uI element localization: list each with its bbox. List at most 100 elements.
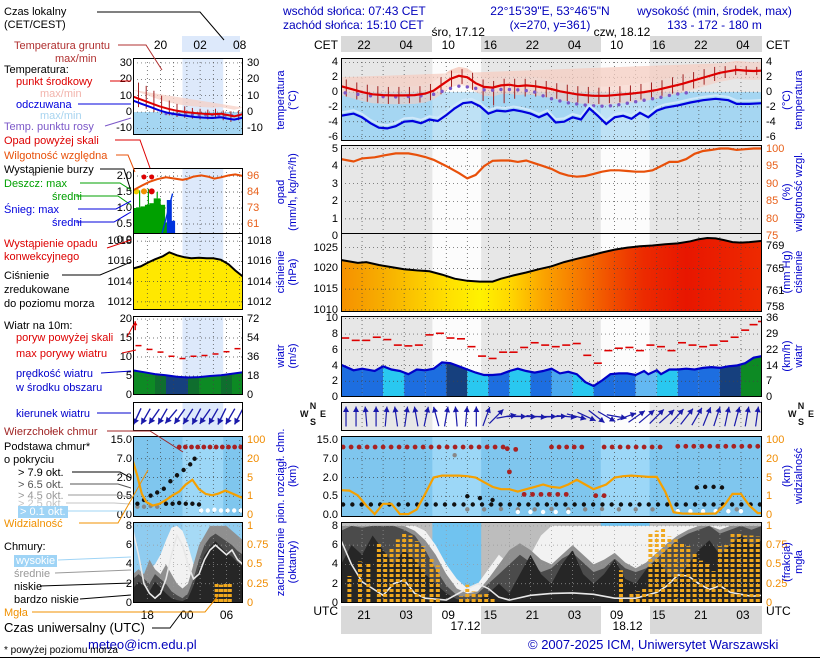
top-axis-night-band bbox=[649, 36, 762, 52]
utc-tick: 09 bbox=[609, 608, 624, 622]
axis-tick: 0 bbox=[766, 391, 773, 403]
mini-cet-tick: 08 bbox=[233, 38, 247, 52]
axis-tick: 2 bbox=[125, 577, 132, 590]
axis-tick: 0 bbox=[247, 597, 254, 609]
axis-tick: 15.0 bbox=[110, 434, 132, 446]
legend-mg-a: Mgła bbox=[4, 607, 28, 619]
axis-tick: -6 bbox=[766, 130, 776, 143]
utc-tick: 15 bbox=[483, 608, 498, 622]
panel-cloud-cover-mini bbox=[133, 522, 243, 603]
legend-chmury-: Chmury: bbox=[4, 541, 46, 553]
axis-tick: 61 bbox=[247, 218, 260, 230]
utc-tick: 21 bbox=[694, 608, 708, 622]
axis-tick: 100 bbox=[247, 434, 266, 446]
axis-tick: 0 bbox=[766, 86, 773, 99]
axis-tick: -10 bbox=[247, 122, 263, 135]
axis-tick: 72 bbox=[247, 313, 260, 326]
axis-tick: 0 bbox=[766, 509, 773, 521]
axis-tick: 0 bbox=[331, 230, 338, 243]
axis-tick: 2 bbox=[331, 71, 338, 84]
axis-tick: 0 bbox=[125, 597, 132, 609]
axis-tick: 0.5 bbox=[322, 490, 338, 503]
legend-kierunek-wiatru: kierunek wiatru bbox=[16, 408, 90, 420]
axis-title-zachmurzenie: zachmurzenie (oktanty) bbox=[275, 527, 299, 597]
axis-tick: 100 bbox=[766, 434, 785, 446]
legend-w-rodku-obszaru: w środku obszaru bbox=[16, 382, 103, 394]
axis-title--frakcja-: (frakcja) mgła bbox=[781, 542, 805, 582]
axis-tick: 8 bbox=[331, 519, 338, 532]
bottom-axis-night-band bbox=[481, 606, 601, 634]
axis-tick: 10 bbox=[247, 89, 260, 102]
top-axis-night-band bbox=[341, 36, 433, 52]
axis-tick: 5 bbox=[247, 471, 254, 484]
axis-tick: 1 bbox=[766, 519, 773, 532]
axis-tick: 7 bbox=[766, 375, 773, 388]
axis-tick: 1025 bbox=[313, 241, 338, 254]
cet-tick: 22 bbox=[694, 38, 708, 52]
axis-tick: 758 bbox=[766, 301, 785, 314]
legend-wilgotno-wzgl-dna: Wilgotność względna bbox=[4, 150, 108, 162]
axis-tick: 100 bbox=[766, 142, 785, 155]
panel-wind-main bbox=[341, 316, 762, 397]
axis-title-wiatr: wiatr (m/s) bbox=[275, 343, 299, 369]
utc-tick: 21 bbox=[525, 608, 540, 622]
axis-tick: 1020 bbox=[313, 262, 338, 275]
axis-tick: 4 bbox=[331, 558, 338, 571]
axis-tick: -10 bbox=[116, 122, 132, 135]
cet-tick: 10 bbox=[441, 38, 455, 52]
legend--redni: średni bbox=[52, 217, 82, 229]
axis-tick: 1015 bbox=[313, 283, 338, 296]
axis-tick: 761 bbox=[766, 284, 785, 297]
axis-tick: 5 bbox=[331, 142, 338, 155]
altitude-title: wysokość (min, środek, max) bbox=[637, 4, 792, 18]
mini-cet-tick: 20 bbox=[153, 38, 168, 52]
utc-tick: 15 bbox=[652, 608, 666, 622]
axis-tick: 2 bbox=[331, 577, 338, 590]
axis-tick: 0 bbox=[766, 597, 773, 609]
panel-wind-mini bbox=[133, 316, 243, 395]
axis-tick: 1 bbox=[247, 490, 254, 503]
axis-tick: 30 bbox=[119, 56, 132, 69]
cet-tick: 22 bbox=[357, 38, 371, 52]
axis-tick: 4 bbox=[331, 160, 338, 173]
axis-tick: 6 bbox=[331, 343, 338, 356]
legend-odczuwana: odczuwana bbox=[16, 99, 72, 111]
axis-tick: 0 bbox=[331, 597, 338, 609]
cet-tick: 04 bbox=[736, 38, 750, 52]
axis-tick: 0 bbox=[331, 86, 338, 99]
legend--nieg-max: Śnieg: max bbox=[4, 204, 60, 216]
legend--0-1-okt-: > 0.1 okt. bbox=[18, 506, 68, 518]
utc-tick: 03 bbox=[399, 608, 413, 622]
legend-wiatr-na-10m-: Wiatr na 10m: bbox=[4, 320, 73, 332]
legend-konwekcyjnego: konwekcyjnego bbox=[4, 251, 80, 263]
axis-tick: 1 bbox=[247, 519, 254, 532]
legend--6-5-okt-: > 6.5 okt. bbox=[18, 479, 64, 491]
axis-tick: 90 bbox=[766, 177, 779, 190]
cet-tick: 04 bbox=[567, 38, 582, 52]
axis-tick: 20 bbox=[247, 73, 260, 86]
axis-tick: 0 bbox=[125, 106, 132, 119]
axis-tick: 0.75 bbox=[766, 539, 788, 552]
axis-tick: 0.5 bbox=[247, 558, 263, 571]
legend-pr-dko-wiatru: prędkość wiatru bbox=[16, 368, 94, 380]
cet-tick: 04 bbox=[399, 38, 413, 52]
legend-max-min: max/min bbox=[55, 53, 97, 65]
legend-max-min: max/min bbox=[40, 110, 82, 122]
legend--cet-cest-: (CET/CEST) bbox=[4, 19, 66, 31]
axis-tick: 2.0 bbox=[116, 471, 132, 484]
legend-do-poziomu-morza: do poziomu morza bbox=[4, 298, 95, 310]
utc-tick: 09 bbox=[441, 608, 455, 622]
axis-tick: 20 bbox=[766, 452, 779, 465]
legend-wysokie: wysokie bbox=[14, 555, 58, 567]
legend--rednie: średnie bbox=[14, 568, 51, 580]
axis-tick: 14 bbox=[766, 359, 779, 372]
axis-tick: 36 bbox=[247, 351, 260, 364]
contact-email-link[interactable]: meteo@icm.edu.pl bbox=[88, 637, 197, 652]
legend-wyst-pienie-burzy: Wystąpienie burzy bbox=[4, 164, 94, 176]
axis-tick: 20 bbox=[119, 313, 132, 326]
axis-tick: 4 bbox=[125, 558, 132, 571]
coordinates: 22°15'39"E, 53°46'5"N bbox=[490, 4, 610, 18]
axis-tick: 1 bbox=[331, 212, 338, 225]
